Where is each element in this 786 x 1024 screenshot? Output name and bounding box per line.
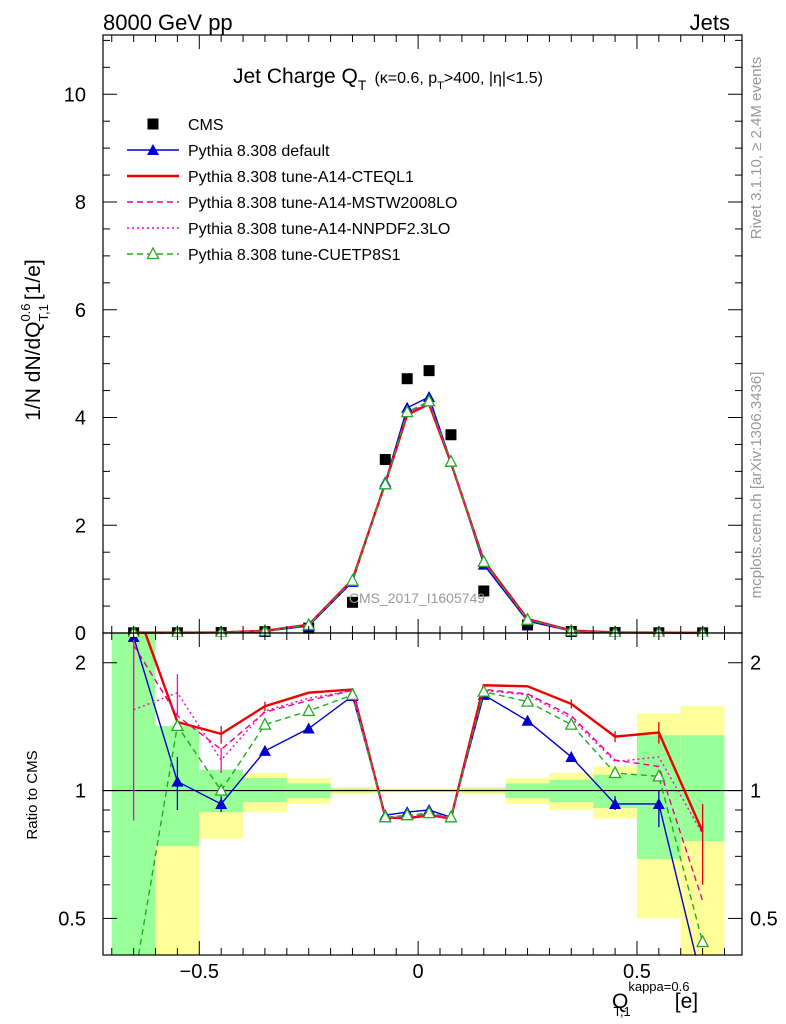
- main-5-point-8: [422, 393, 436, 407]
- main-y-tick-label: 10: [64, 84, 86, 106]
- ratio-y-tick-label-right: 0.5: [750, 908, 778, 930]
- legend-label-5: Pythia 8.308 tune-CUETP8S1: [188, 247, 401, 264]
- chart-title-note-sub: T: [437, 80, 444, 92]
- ratio-4-point-9: [444, 809, 458, 823]
- ratio-4-point-8: [422, 805, 436, 819]
- ratio-0-point-15: [697, 978, 709, 989]
- ratio-4-point-13: [608, 765, 622, 779]
- ratio-4-point-0: [128, 978, 139, 989]
- x-tick-label: 0: [413, 961, 424, 983]
- ratio-series-4: [128, 684, 710, 989]
- main-0-point-10: [478, 585, 490, 597]
- ratio-4-point-1: [170, 718, 184, 732]
- ratio-4-point-3: [258, 717, 272, 730]
- main-y-tick-label: 6: [75, 300, 86, 322]
- chart-title-note: (κ=0.6, p: [374, 70, 437, 87]
- ratio-4-point-12: [564, 717, 578, 730]
- main-5-point-11: [520, 612, 535, 625]
- side-label-mcplots: mcplots.cern.ch [arXiv:1306.3436]: [748, 372, 765, 599]
- x-axis-label-sup: kappa=0.6: [628, 979, 689, 994]
- legend-point-0: [147, 118, 159, 130]
- chart-title: Jet Charge QT (κ=0.6, pT>400, |η|<1.5): [233, 65, 543, 93]
- ratio-y-tick-label-right: 2: [750, 653, 761, 675]
- ratio-4-point-7: [400, 807, 414, 821]
- ratio-4-point-5: [345, 687, 360, 701]
- ratio-frame: [102, 632, 743, 956]
- main-5-point-7: [400, 404, 414, 418]
- ratio-series-2: [132, 633, 704, 902]
- main-y-label-text: 1/N dN/dQ: [22, 322, 45, 421]
- main-5-point-5: [345, 573, 360, 586]
- header-energy: 8000 GeV pp: [103, 10, 233, 35]
- legend-point-5: [146, 246, 160, 260]
- legend-label-4: Pythia 8.308 tune-A14-NNPDF2.3LO: [188, 221, 450, 238]
- main-y-label-unit: [1/e]: [22, 259, 45, 300]
- ratio-0-point-1: [171, 775, 184, 787]
- legend-point-1: [147, 144, 159, 155]
- main-y-label-sup: 0.6: [18, 303, 33, 321]
- x-axis-label-unit: [e]: [675, 990, 698, 1013]
- main-5-point-10: [477, 554, 491, 568]
- ratio-y-label: Ratio to CMS: [24, 750, 41, 839]
- ratio-line-1: [144, 633, 704, 833]
- legend-label-1: Pythia 8.308 default: [188, 143, 330, 160]
- main-y-tick-label: 0: [75, 623, 86, 645]
- ratio-line-2: [133, 644, 704, 902]
- ratio-y-tick-label-right: 1: [750, 781, 761, 803]
- ratio-series: [127, 633, 710, 989]
- axes: −0.5 0 0.5 0 2 4 6 8 10 0.5 0.5 1 1 2 2: [58, 34, 778, 983]
- main-0-point-9: [445, 429, 457, 441]
- ratio-0-point-3: [258, 744, 271, 756]
- ratio-4-point-4: [302, 703, 316, 717]
- chart-title-note-end: >400, |η|<1.5): [444, 70, 543, 87]
- ratio-y-tick-label: 1: [75, 781, 86, 803]
- ratio-0-point-14: [652, 797, 665, 809]
- main-y-tick-label: 4: [75, 408, 86, 430]
- main-0-point-8: [423, 365, 435, 377]
- legend-label-2: Pythia 8.308 tune-A14-CTEQL1: [188, 169, 414, 186]
- x-tick-label: −0.5: [180, 961, 219, 983]
- ratio-0-point-12: [565, 750, 578, 762]
- main-0-point-5: [346, 596, 358, 608]
- ratio-y-tick-label: 2: [75, 653, 86, 675]
- ratio-0-point-4: [302, 722, 315, 734]
- x-axis-label: Qkappa=0.6 T,1 [e]: [612, 979, 698, 1019]
- main-y-label-sub: T,1: [36, 304, 51, 321]
- main-0-point-7: [401, 373, 413, 385]
- legend-label-3: Pythia 8.308 tune-A14-MSTW2008LO: [188, 195, 457, 212]
- main-y-tick-label: 2: [75, 515, 86, 537]
- main-5-point-9: [444, 454, 458, 467]
- analysis-watermark: CMS_2017_I1605749: [349, 590, 485, 606]
- main-0-point-6: [379, 454, 391, 466]
- ratio-0-point-13: [609, 797, 622, 809]
- ratio-series-3: [132, 633, 704, 835]
- ratio-4-point-10: [477, 684, 491, 697]
- ratio-4-point-2: [214, 783, 228, 796]
- ratio-y-tick-label: 0.5: [58, 908, 86, 930]
- side-label-rivet: Rivet 3.1.10, ≥ 2.4M events: [748, 57, 765, 240]
- chart-title-main: Jet Charge Q: [233, 65, 358, 88]
- chart-title-sub: T: [358, 77, 367, 93]
- ratio-4-point-6: [378, 809, 392, 823]
- ratio-uncertainty-bands: [103, 633, 742, 955]
- ratio-line-3: [133, 689, 704, 835]
- main-y-label: 1/N dN/dQ0.6 T,1 [1/e]: [18, 259, 51, 421]
- x-axis-label-sub: T,1: [613, 1004, 630, 1019]
- x-tick-label: 0.5: [623, 961, 651, 983]
- ratio-0-point-11: [521, 714, 534, 726]
- ratio-4-point-11: [520, 694, 535, 707]
- ratio-0-point-2: [215, 797, 228, 809]
- ratio-4-point-15: [696, 934, 710, 948]
- main-y-tick-label: 8: [75, 192, 86, 214]
- ratio-4-point-14: [652, 768, 666, 782]
- header-process: Jets: [690, 10, 730, 35]
- legend-label-0: CMS: [188, 117, 224, 134]
- x-axis-label-text: Q: [612, 990, 628, 1013]
- legend: CMS Pythia 8.308 default Pythia 8.308 tune…: [127, 117, 457, 264]
- main-5-point-6: [378, 476, 392, 490]
- ratio-line-4: [137, 690, 704, 955]
- ratio-line-0: [132, 636, 697, 955]
- ratio-series-1: [144, 633, 704, 885]
